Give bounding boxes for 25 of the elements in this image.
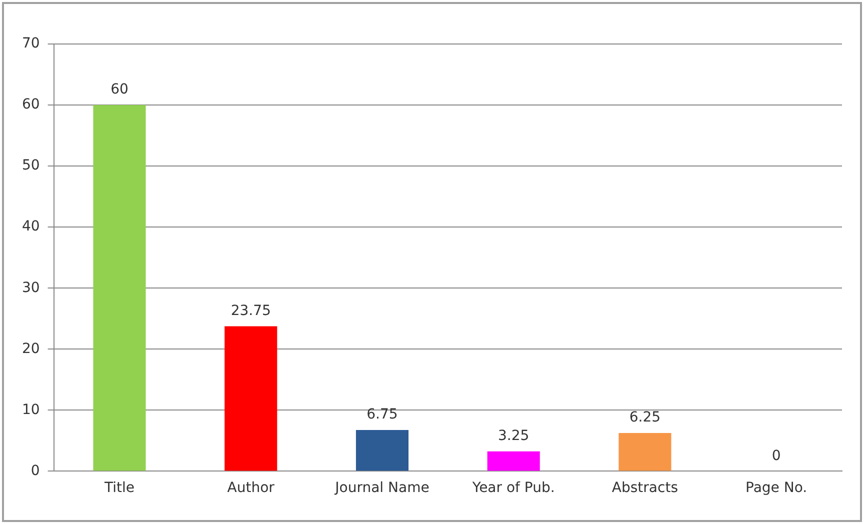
data-label: 6.75 <box>366 406 398 423</box>
y-tick-label: 10 <box>22 402 40 418</box>
y-tick-label: 60 <box>22 96 40 113</box>
bar <box>618 433 672 471</box>
y-tick-label: 40 <box>22 218 40 235</box>
x-tick-label: Year of Pub. <box>471 480 555 496</box>
bar <box>224 326 278 471</box>
x-tick-label: Author <box>227 480 275 496</box>
x-tick-label: Page No. <box>746 480 808 496</box>
data-label: 0 <box>772 448 781 464</box>
y-tick-label: 70 <box>22 36 40 52</box>
bar <box>356 430 408 471</box>
y-tick-label: 0 <box>30 462 40 479</box>
data-label: 3.25 <box>498 428 530 444</box>
y-tick-label: 30 <box>22 280 40 296</box>
x-tick-label: Title <box>103 480 135 496</box>
y-tick-label: 50 <box>22 158 40 174</box>
data-label: 23.75 <box>230 302 271 319</box>
bar <box>93 105 146 471</box>
data-label: 60 <box>110 82 128 98</box>
data-label: 6.25 <box>629 410 661 426</box>
x-tick-label: Journal Name <box>334 480 430 496</box>
y-tick-label: 20 <box>22 340 40 357</box>
x-tick-label: Abstracts <box>612 480 678 496</box>
bar <box>487 451 540 471</box>
